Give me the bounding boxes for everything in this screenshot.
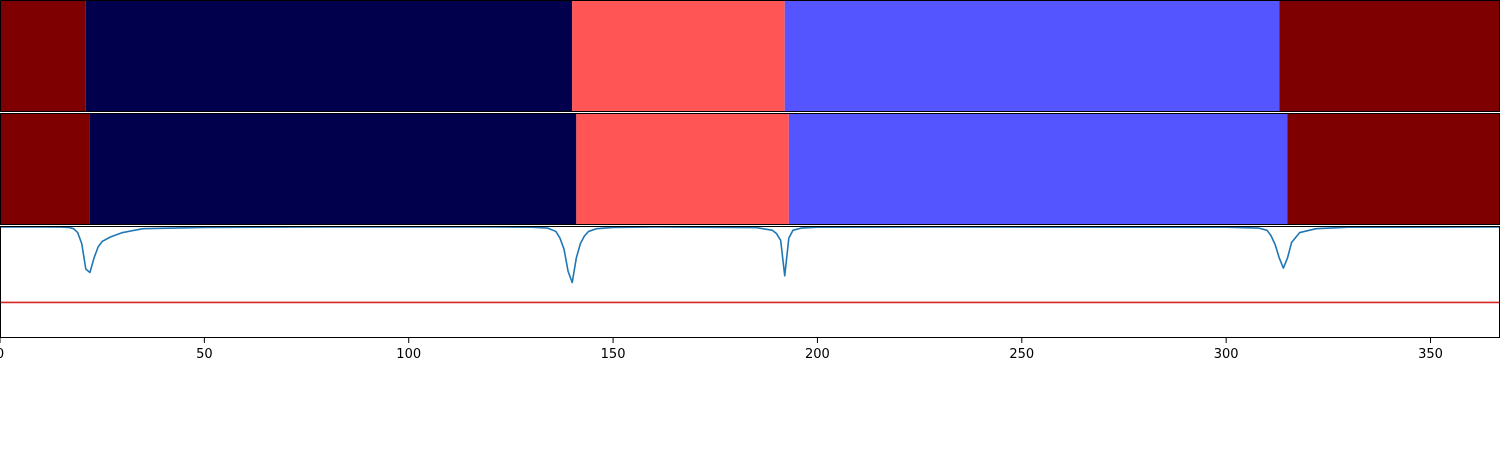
segment-bar-bottom-1 <box>89 113 577 225</box>
segment-bar-bottom-2 <box>576 113 789 225</box>
segment-bar-top-3 <box>784 0 1280 112</box>
segment-panel-top <box>0 0 1500 112</box>
series-line-0 <box>0 226 1500 284</box>
segments-top <box>0 0 1500 112</box>
segment-bar-bottom-3 <box>788 113 1288 225</box>
x-tick-label-0: 0 <box>0 347 4 362</box>
segment-bar-top-1 <box>85 0 573 112</box>
x-tick-label-50: 50 <box>196 347 213 362</box>
x-tick-label-150: 150 <box>601 347 626 362</box>
segment-bar-top-4 <box>1279 0 1500 112</box>
x-tick-label-250: 250 <box>1009 347 1034 362</box>
x-tick-label-100: 100 <box>396 347 421 362</box>
segment-bar-top-0 <box>0 0 86 112</box>
x-axis: 0 50 100 150 200 250 300 350 <box>0 338 1443 362</box>
segment-bar-bottom-0 <box>0 113 90 225</box>
segments-bottom <box>0 113 1500 225</box>
x-tick-label-350: 350 <box>1418 347 1443 362</box>
segment-bar-top-2 <box>572 0 785 112</box>
segment-panel-bottom <box>0 113 1500 225</box>
line-plot-area <box>0 226 1500 304</box>
line-panel <box>0 226 1500 338</box>
segment-bar-bottom-4 <box>1287 113 1500 225</box>
x-tick-label-200: 200 <box>805 347 830 362</box>
x-tick-label-300: 300 <box>1214 347 1239 362</box>
